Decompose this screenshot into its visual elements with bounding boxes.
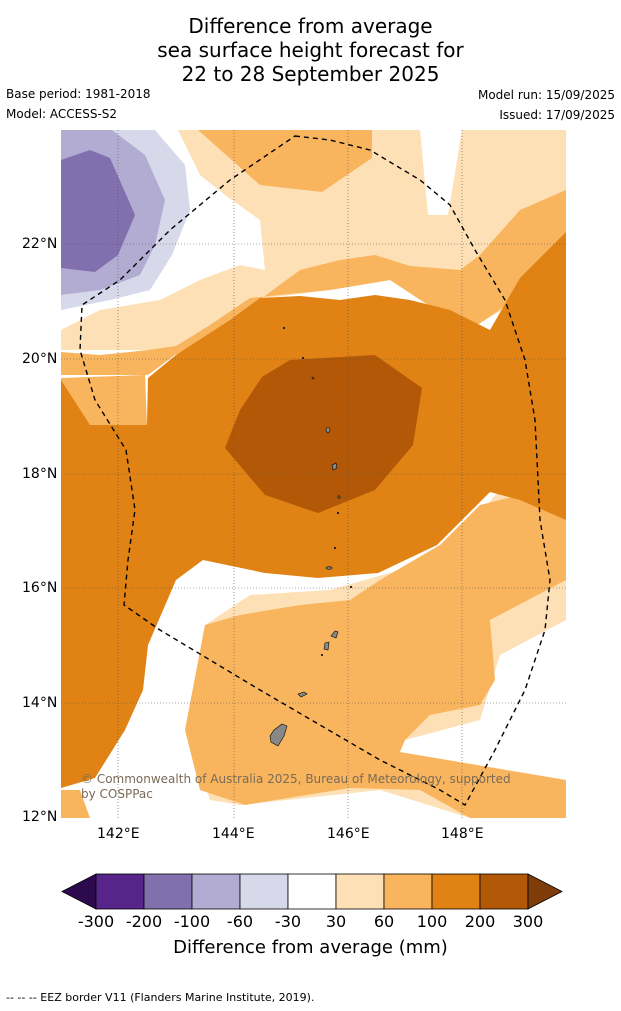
colorbar-segment <box>431 873 481 910</box>
eez-border-line <box>79 135 551 806</box>
model-run: Model run: 15/09/2025 <box>477 88 615 102</box>
lat-label-20n: 20°N <box>22 351 58 367</box>
colorbar <box>61 873 563 910</box>
colorbar-segment <box>95 873 145 910</box>
base-period: Base period: 1981-2018 <box>6 87 151 101</box>
colorbar-tick-label: 200 <box>464 912 496 931</box>
lon-label-144e: 144°E <box>212 826 255 842</box>
map-panel <box>61 130 566 818</box>
colorbar-segment <box>239 873 289 910</box>
colorbar-tick-label: 60 <box>373 912 395 931</box>
eez-footnote: -- -- -- EEZ border V11 (Flanders Marine… <box>6 991 315 1004</box>
colorbar-tick-label: 30 <box>325 912 347 931</box>
lon-label-148e: 148°E <box>441 826 484 842</box>
colorbar-tick-label: -60 <box>226 912 254 931</box>
colorbar-segment <box>191 873 241 910</box>
title-line-3: 22 to 28 September 2025 <box>181 62 440 86</box>
contour-200-300 <box>225 355 422 513</box>
model-name: Model: ACCESS-S2 <box>6 107 118 121</box>
contour-neg100-200 <box>61 150 135 272</box>
lat-label-22n: 22°N <box>22 236 58 252</box>
colorbar-segment <box>383 873 433 910</box>
lon-label-142e: 142°E <box>97 826 140 842</box>
colorbar-label: Difference from average (mm) <box>173 937 448 958</box>
title-line-2: sea surface height forecast for <box>157 38 464 62</box>
colorbar-segment <box>143 873 193 910</box>
colorbar-tick-label: -100 <box>173 912 211 931</box>
lat-label-16n: 16°N <box>22 580 58 596</box>
copyright-notice: © Commonwealth of Australia 2025, Bureau… <box>81 772 521 802</box>
islands <box>269 326 353 747</box>
copyright-line-1: © Commonwealth of Australia 2025, Bureau… <box>81 772 511 786</box>
lon-label-146e: 146°E <box>327 826 370 842</box>
colorbar-segment <box>287 873 337 910</box>
colorbar-tick-label: -30 <box>274 912 302 931</box>
issued-date: Issued: 17/09/2025 <box>499 108 615 122</box>
chart-title: Difference from average sea surface heig… <box>0 14 621 86</box>
colorbar-arrow-high <box>527 873 563 910</box>
lat-label-14n: 14°N <box>22 695 58 711</box>
contour-60-100 <box>61 130 566 818</box>
colorbar-tick-label: -200 <box>125 912 163 931</box>
colorbar-arrow-low <box>61 873 97 910</box>
copyright-line-2: by COSPPac <box>81 787 153 801</box>
colorbar-tick-label: 100 <box>416 912 448 931</box>
lat-label-12n: 12°N <box>22 809 58 825</box>
island-shape <box>325 427 331 433</box>
lat-label-18n: 18°N <box>22 466 58 482</box>
colorbar-tick-label: -300 <box>77 912 115 931</box>
gridlines <box>61 130 566 818</box>
colorbar-tick-label: 300 <box>512 912 544 931</box>
title-line-1: Difference from average <box>188 14 433 38</box>
colorbar-segment <box>335 873 385 910</box>
colorbar-segment <box>479 873 529 910</box>
